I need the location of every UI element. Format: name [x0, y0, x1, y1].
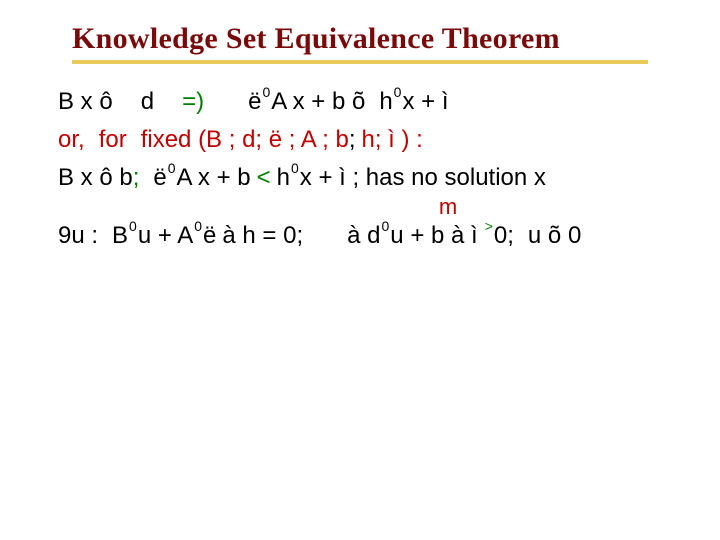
math-text: ë: [248, 90, 261, 114]
math-text: A x + b õ: [271, 90, 365, 114]
math-text: h; ì ) :: [362, 128, 423, 152]
math-text: h: [277, 166, 290, 190]
math-line-2: or, for fixed (B ; d; ë ; A ; b ; h; ì )…: [58, 128, 668, 152]
math-text: 9u :: [58, 224, 98, 248]
math-sup: 0: [194, 219, 202, 233]
math-sup: 0: [382, 219, 390, 233]
math-sup: >: [485, 219, 493, 233]
math-text: =): [182, 90, 204, 114]
math-text: B: [112, 224, 128, 248]
math-text: u + A: [138, 224, 193, 248]
math-text: <: [257, 166, 271, 190]
math-text: x + ì ; has no solution x: [300, 166, 546, 190]
math-text: u õ 0: [528, 224, 581, 248]
math-text: or,: [58, 128, 85, 152]
math-text: u + b à ì: [390, 224, 477, 248]
math-line-4: 9u : B 0 u + A 0 ë à h = 0; à d 0 u + b …: [58, 224, 668, 248]
math-text: for: [99, 128, 127, 152]
math-line-3: B x ô b ; ë 0 A x + b < h 0 x + ì ; has …: [58, 166, 668, 190]
math-sup: 0: [168, 161, 176, 175]
slide-title: Knowledge Set Equivalence Theorem: [72, 22, 648, 56]
math-content: B x ô d =) ë 0 A x + b õ h 0 x + ì or, f…: [58, 90, 668, 262]
math-sup: 0: [394, 85, 402, 99]
math-text: à d: [347, 224, 380, 248]
math-text: à h = 0;: [222, 224, 303, 248]
math-text: d: [141, 90, 154, 114]
math-text: B x ô: [58, 90, 113, 114]
math-text: ë: [153, 166, 166, 190]
math-text: ;: [349, 128, 356, 152]
title-underline: [72, 60, 648, 64]
math-text: x + ì: [402, 90, 448, 114]
math-text: h: [379, 90, 392, 114]
math-sup: 0: [262, 85, 270, 99]
math-text: A x + b: [177, 166, 251, 190]
math-line-1: B x ô d =) ë 0 A x + b õ h 0 x + ì: [58, 90, 668, 114]
math-text: B x ô b: [58, 166, 133, 190]
math-sup: 0: [129, 219, 137, 233]
math-line-3-mid: m: [58, 196, 668, 218]
math-text: ;: [133, 166, 140, 190]
slide-title-block: Knowledge Set Equivalence Theorem: [72, 22, 648, 64]
math-sup: 0: [291, 161, 299, 175]
math-text: fixed (B ; d; ë ; A ; b: [141, 128, 349, 152]
math-text: ë: [203, 224, 216, 248]
math-text: 0;: [494, 224, 514, 248]
